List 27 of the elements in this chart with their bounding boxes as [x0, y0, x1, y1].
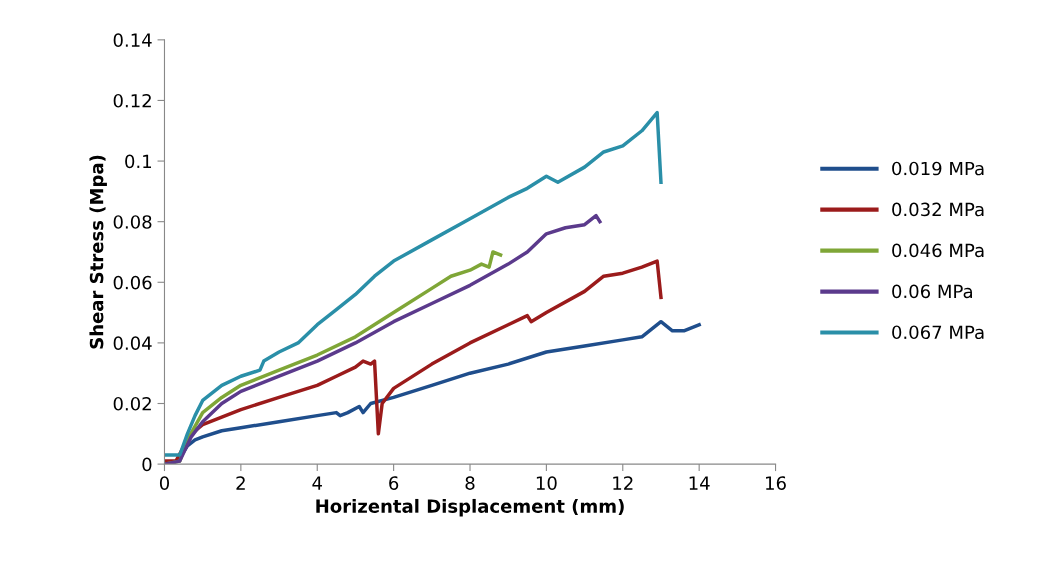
- x-tick-label: 10: [536, 476, 557, 490]
- x-tick-label: 0: [159, 476, 170, 490]
- x-tick-label: 16: [766, 476, 786, 490]
- x-axis-title: Horizental Displacement (mm): [316, 498, 624, 517]
- y-tick-label: 0: [142, 457, 152, 472]
- y-tick-label: 0.14: [113, 33, 152, 47]
- x-tick-label: 4: [312, 476, 322, 490]
- x-tick-label: 14: [689, 476, 710, 490]
- legend-label: 0.032 MPa: [892, 202, 984, 217]
- line-series: [164, 259, 663, 463]
- y-tick-label: 0.1: [125, 154, 152, 169]
- line-series: [164, 213, 602, 465]
- x-tick-label: 2: [236, 476, 245, 490]
- x-tick-label: 8: [465, 476, 475, 490]
- x-tick-label: 6: [389, 476, 399, 490]
- legend-label: 0.067 MPa: [892, 325, 984, 340]
- y-tick-label: 0.08: [113, 215, 152, 229]
- legend-label: 0.046 MPa: [892, 243, 984, 258]
- y-tick-label: 0.06: [113, 275, 152, 290]
- y-tick-label: 0.02: [113, 396, 151, 411]
- legend-label: 0.06 MPa: [892, 284, 972, 299]
- y-tick-label: 0.04: [113, 336, 152, 351]
- y-tick-label: 0.12: [113, 93, 151, 108]
- x-tick-label: 12: [613, 476, 633, 490]
- legend-label: 0.019 MPa: [892, 161, 984, 176]
- line-series: [164, 110, 663, 457]
- y-axis-title: Shear Stress (Mpa): [89, 155, 107, 349]
